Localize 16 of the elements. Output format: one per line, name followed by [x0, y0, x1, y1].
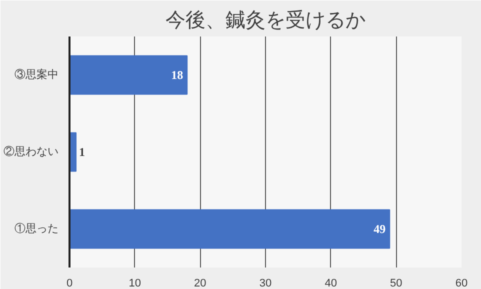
y-tick-label: ①思った: [14, 222, 58, 235]
x-tick-label: 50: [390, 278, 402, 289]
bar: [70, 209, 390, 249]
y-tick-label: ③思案中: [14, 68, 58, 81]
x-tick-label: 30: [259, 278, 272, 289]
bar: [70, 55, 188, 95]
y-tick-label: ②思わない: [4, 145, 58, 158]
chart-title: 今後、鍼灸を受けるか: [166, 8, 366, 32]
data-label: 18: [171, 68, 184, 82]
x-tick-label: 20: [194, 278, 206, 289]
x-tick-label: 40: [324, 278, 337, 289]
x-tick-label: 60: [455, 278, 468, 289]
data-label: 49: [374, 222, 386, 236]
x-tick-label: 0: [66, 278, 73, 289]
x-tick-label: 10: [128, 278, 141, 289]
data-label: 1: [79, 145, 86, 159]
